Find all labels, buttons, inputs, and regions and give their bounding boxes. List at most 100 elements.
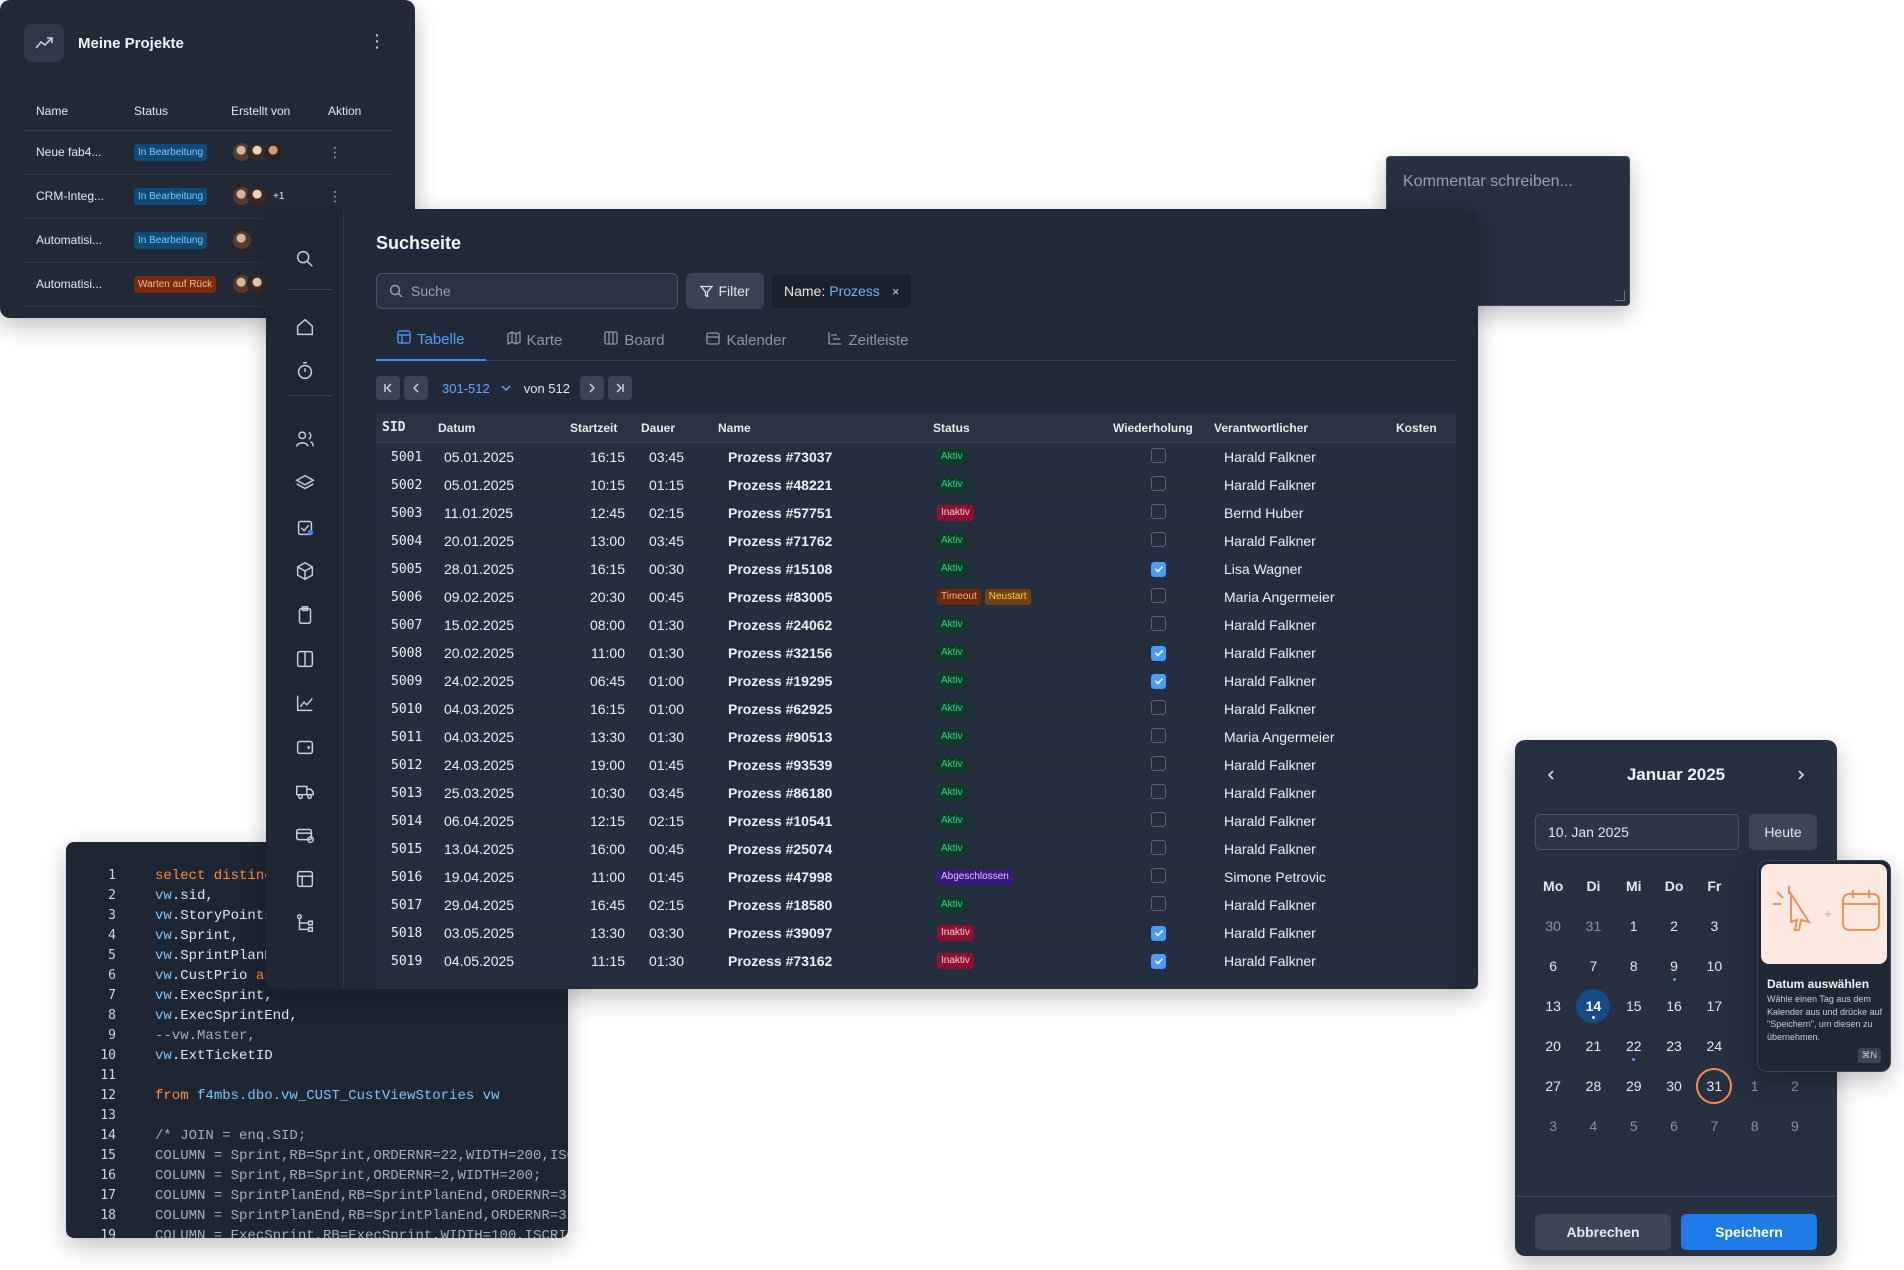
chart-icon[interactable] — [293, 691, 317, 715]
repeat-checkbox[interactable] — [1151, 504, 1166, 519]
table-row[interactable]: 5005 28.01.2025 16:15 00:30 Prozess #15108 Ak… — [376, 555, 1456, 583]
tab-board[interactable]: Board — [583, 319, 685, 361]
calendar-day[interactable]: 10 — [1694, 946, 1734, 986]
table-row[interactable]: 5009 24.02.2025 06:45 01:00 Prozess #19295 Ak… — [376, 667, 1456, 695]
save-button[interactable]: Speichern — [1681, 1214, 1817, 1250]
table-row[interactable]: 5012 24.03.2025 19:00 01:45 Prozess #93539 Ak… — [376, 751, 1456, 779]
col-name[interactable]: Name — [718, 420, 751, 435]
table-row[interactable]: 5001 05.01.2025 16:15 03:45 Prozess #73037 Ak… — [376, 443, 1456, 471]
repeat-checkbox[interactable] — [1151, 784, 1166, 799]
col-kosten[interactable]: Kosten — [1396, 420, 1437, 435]
task-icon[interactable] — [293, 515, 317, 539]
calendar-day[interactable]: 6 — [1533, 946, 1573, 986]
calendar-day[interactable]: 23 — [1654, 1026, 1694, 1066]
tab-kalender[interactable]: Kalender — [685, 319, 807, 361]
first-page-button[interactable] — [376, 376, 400, 400]
table-row[interactable]: 5003 11.01.2025 12:45 02:15 Prozess #57751 In… — [376, 499, 1456, 527]
table-row[interactable]: 5018 03.05.2025 13:30 03:30 Prozess #39097 In… — [376, 919, 1456, 947]
tab-tabelle[interactable]: Tabelle — [376, 319, 486, 361]
more-icon[interactable]: ⋮ — [328, 143, 342, 160]
col-datum[interactable]: Datum — [438, 420, 476, 435]
col-sid[interactable]: SID — [382, 420, 406, 435]
more-icon[interactable]: ⋮ — [328, 187, 342, 204]
calendar-day[interactable]: 29 — [1614, 1066, 1654, 1106]
users-icon[interactable] — [293, 427, 317, 451]
table-row[interactable]: 5010 04.03.2025 16:15 01:00 Prozess #62925 Ak… — [376, 695, 1456, 723]
wallet-icon[interactable] — [293, 735, 317, 759]
package-icon[interactable] — [293, 559, 317, 583]
table-row[interactable]: 5002 05.01.2025 10:15 01:15 Prozess #48221 Ak… — [376, 471, 1456, 499]
calendar-day[interactable]: 3 — [1533, 1106, 1573, 1146]
next-page-button[interactable] — [579, 376, 604, 400]
table-row[interactable]: 5006 09.02.2025 20:30 00:45 Prozess #83005 Ti… — [376, 583, 1456, 611]
code-lines[interactable]: select distinct vw.sid, vw.StoryPoints, vw… — [155, 866, 568, 1238]
calendar-day[interactable]: 1 — [1614, 906, 1654, 946]
chevron-right-icon[interactable] — [1795, 769, 1807, 781]
repeat-checkbox[interactable] — [1151, 728, 1166, 743]
repeat-checkbox[interactable] — [1151, 448, 1166, 463]
today-button[interactable]: Heute — [1749, 814, 1817, 850]
calendar-day[interactable]: 27 — [1533, 1066, 1573, 1106]
tab-karte[interactable]: Karte — [486, 319, 584, 361]
calendar-day[interactable]: 7 — [1573, 946, 1613, 986]
page-range-select[interactable]: 301-512 — [442, 380, 490, 396]
calendar-day[interactable]: 8 — [1734, 1106, 1774, 1146]
resize-handle[interactable] — [1615, 291, 1625, 301]
calendar-day[interactable]: 20 — [1533, 1026, 1573, 1066]
calendar-day[interactable]: 7 — [1694, 1106, 1734, 1146]
repeat-checkbox[interactable] — [1151, 700, 1166, 715]
table-row[interactable]: 5015 13.04.2025 16:00 00:45 Prozess #25074 Ak… — [376, 835, 1456, 863]
calendar-day[interactable]: 3 — [1694, 906, 1734, 946]
timer-icon[interactable] — [293, 359, 317, 383]
calendar-day[interactable]: 24 — [1694, 1026, 1734, 1066]
calendar-day[interactable]: 21 — [1573, 1026, 1613, 1066]
search-input[interactable]: Suche — [376, 273, 678, 309]
calendar-day[interactable]: 2 — [1775, 1066, 1815, 1106]
calendar-day[interactable]: 5 — [1614, 1106, 1654, 1146]
truck-icon[interactable] — [293, 779, 317, 803]
table-row[interactable]: 5008 20.02.2025 11:00 01:30 Prozess #32156 Ak… — [376, 639, 1456, 667]
filter-button[interactable]: Filter — [686, 273, 764, 309]
repeat-checkbox[interactable] — [1151, 756, 1166, 771]
selected-day[interactable]: 14 — [1573, 986, 1613, 1026]
calendar-day[interactable]: 31 — [1573, 906, 1613, 946]
calendar-day[interactable]: 15 — [1614, 986, 1654, 1026]
layers-icon[interactable] — [293, 471, 317, 495]
col-verantwortlicher[interactable]: Verantwortlicher — [1214, 420, 1309, 435]
calendar-day[interactable]: 30 — [1654, 1066, 1694, 1106]
layout-icon[interactable] — [293, 867, 317, 891]
table-row[interactable]: 5007 15.02.2025 08:00 01:30 Prozess #24062 Ak… — [376, 611, 1456, 639]
repeat-checkbox[interactable] — [1151, 532, 1166, 547]
filter-chip[interactable]: Name: Prozess × — [772, 274, 912, 308]
close-icon[interactable]: × — [891, 283, 900, 299]
repeat-checkbox[interactable] — [1151, 896, 1166, 911]
more-icon[interactable]: ⋮ — [368, 31, 386, 51]
table-row[interactable]: Neue fab4... In Bearbeitung ⋮ — [24, 130, 392, 175]
calendar-day[interactable]: 30 — [1533, 906, 1573, 946]
chevron-down-icon[interactable] — [500, 382, 512, 394]
calendar-day[interactable]: 28 — [1573, 1066, 1613, 1106]
repeat-checkbox[interactable] — [1151, 868, 1166, 883]
repeat-checkbox[interactable] — [1151, 588, 1166, 603]
calendar-day[interactable]: 22 — [1614, 1026, 1654, 1066]
repeat-checkbox[interactable] — [1151, 925, 1166, 941]
table-row[interactable]: 5004 20.01.2025 13:00 03:45 Prozess #71762 Ak… — [376, 527, 1456, 555]
repeat-checkbox[interactable] — [1151, 812, 1166, 827]
table-row[interactable]: 5016 19.04.2025 11:00 01:45 Prozess #47998 Ab… — [376, 863, 1456, 891]
home-icon[interactable] — [293, 315, 317, 339]
repeat-checkbox[interactable] — [1151, 616, 1166, 631]
payment-icon[interactable] — [293, 823, 317, 847]
chevron-left-icon[interactable] — [1545, 769, 1557, 781]
calendar-day[interactable]: 6 — [1654, 1106, 1694, 1146]
prev-page-button[interactable] — [404, 376, 428, 400]
col-status[interactable]: Status — [933, 420, 970, 435]
clipboard-icon[interactable] — [293, 603, 317, 627]
table-row[interactable]: 5017 29.04.2025 16:45 02:15 Prozess #18580 Ak… — [376, 891, 1456, 919]
table-row[interactable]: 5013 25.03.2025 10:30 03:45 Prozess #86180 Ak… — [376, 779, 1456, 807]
calendar-day[interactable]: 9 — [1654, 946, 1694, 986]
calendar-day[interactable]: 16 — [1654, 986, 1694, 1026]
repeat-checkbox[interactable] — [1151, 561, 1166, 577]
columns-icon[interactable] — [293, 647, 317, 671]
calendar-day[interactable]: 9 — [1775, 1106, 1815, 1146]
table-row[interactable]: 5011 04.03.2025 13:30 01:30 Prozess #90513 Ak… — [376, 723, 1456, 751]
